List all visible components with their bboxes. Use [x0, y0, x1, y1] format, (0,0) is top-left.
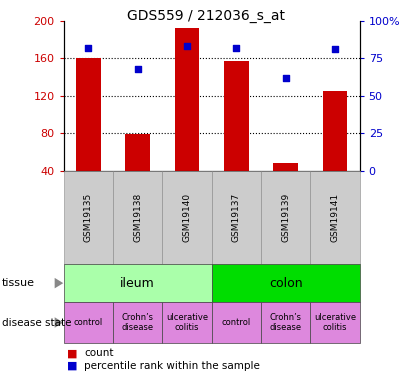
Text: ulcerative
colitis: ulcerative colitis [314, 313, 356, 332]
Point [332, 46, 338, 52]
Point [282, 75, 289, 81]
Polygon shape [55, 317, 63, 328]
Bar [224, 61, 249, 171]
Text: Crohn’s
disease: Crohn’s disease [270, 313, 302, 332]
Bar [273, 163, 298, 171]
Bar [175, 28, 199, 171]
Text: GSM19140: GSM19140 [182, 193, 192, 242]
Text: GSM19141: GSM19141 [330, 193, 339, 242]
Bar [76, 58, 101, 171]
Text: ■: ■ [67, 361, 77, 370]
Point [134, 66, 141, 72]
Point [184, 43, 190, 49]
Text: GSM19139: GSM19139 [281, 193, 290, 242]
Text: GSM19135: GSM19135 [84, 193, 93, 242]
Text: ulcerative
colitis: ulcerative colitis [166, 313, 208, 332]
Text: control: control [222, 318, 251, 327]
Point [233, 45, 240, 51]
Polygon shape [55, 278, 63, 288]
Text: GDS559 / 212036_s_at: GDS559 / 212036_s_at [127, 9, 284, 23]
Text: GSM19138: GSM19138 [133, 193, 142, 242]
Text: count: count [84, 348, 114, 358]
Bar [125, 134, 150, 171]
Bar [323, 91, 347, 171]
Text: ■: ■ [67, 348, 77, 358]
Point [85, 45, 92, 51]
Text: colon: colon [269, 277, 302, 290]
Text: disease state: disease state [2, 318, 72, 327]
Text: control: control [74, 318, 103, 327]
Text: Crohn’s
disease: Crohn’s disease [122, 313, 154, 332]
Text: GSM19137: GSM19137 [232, 193, 241, 242]
Text: tissue: tissue [2, 278, 35, 288]
Text: percentile rank within the sample: percentile rank within the sample [84, 361, 260, 370]
Text: ileum: ileum [120, 277, 155, 290]
